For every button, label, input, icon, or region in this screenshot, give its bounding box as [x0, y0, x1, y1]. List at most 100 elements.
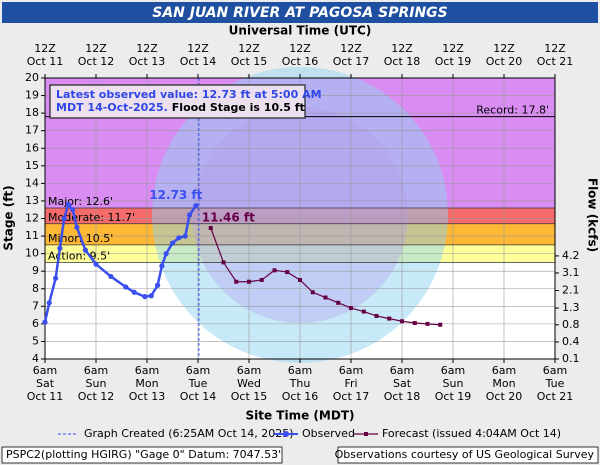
x2-tick-label: 12Z: [136, 42, 158, 55]
x-tick-label: 6am: [339, 364, 363, 377]
x2-tick-label: Oct 14: [180, 55, 217, 68]
x2-tick-label: 12Z: [442, 42, 464, 55]
y-tick-label: 5: [32, 334, 39, 347]
x2-tick-label: Oct 15: [231, 55, 268, 68]
observed-point: [53, 275, 59, 281]
flood-label: Action: 9.5': [48, 249, 110, 262]
observed-point: [108, 273, 114, 280]
info-box: [49, 84, 306, 119]
x-tick-label: 6am: [492, 364, 516, 377]
x2-tick-label: 12Z: [340, 42, 362, 55]
observed-point: [46, 300, 52, 306]
y2-tick-label: 0.4: [562, 335, 580, 348]
x-tick-label: Oct 19: [435, 390, 472, 403]
x-tick-label: Oct 13: [129, 390, 166, 403]
value-label: 11.46 ft: [202, 210, 255, 224]
observed-point: [155, 282, 161, 288]
y-tick-label: 15: [25, 159, 39, 172]
legend-label: Observed: [302, 427, 355, 440]
x2-tick-label: Oct 17: [333, 55, 370, 68]
forecast-point: [349, 306, 353, 311]
forecast-point: [310, 290, 315, 295]
forecast-point: [285, 270, 290, 275]
x-tick-label: 6am: [33, 364, 57, 377]
forecast-point: [438, 322, 443, 327]
observed-point: [61, 215, 67, 222]
y-tick-label: 11: [25, 229, 39, 242]
observed-point: [163, 251, 169, 257]
info-text: Latest observed value: 12.73 ft at 5:00 …: [56, 88, 322, 101]
x-tick-label: 6am: [543, 364, 567, 377]
x2-tick-label: 12Z: [544, 42, 566, 55]
forecast-point: [259, 277, 264, 282]
observed-point: [123, 284, 129, 290]
x2-tick-label: Oct 18: [384, 55, 421, 68]
flood-label: Moderate: 11.7': [48, 211, 135, 224]
y-tick-label: 19: [25, 89, 39, 102]
forecast-point: [374, 313, 379, 318]
x2-tick-label: Oct 11: [27, 55, 64, 68]
y-tick-label: 16: [25, 141, 39, 154]
observed-point: [142, 294, 148, 300]
x2-axis-label: Universal Time (UTC): [229, 24, 372, 38]
forecast-point: [387, 316, 392, 321]
x-axis-label: Site Time (MDT): [246, 409, 355, 423]
x-tick-label: 6am: [237, 364, 261, 377]
y-tick-label: 6: [32, 317, 39, 330]
y2-tick-label: 4.2: [562, 249, 580, 262]
flood-label: Major: 12.6': [48, 195, 113, 208]
x2-tick-label: 12Z: [34, 42, 56, 55]
observed-point: [93, 261, 99, 267]
x-tick-label: 6am: [441, 364, 465, 377]
forecast-point: [234, 279, 239, 284]
observed-point: [182, 233, 188, 239]
x-tick-label: Oct 21: [537, 390, 574, 403]
x-tick-label: 6am: [288, 364, 312, 377]
forecast-point: [298, 277, 302, 282]
x-tick-label: Oct 12: [78, 390, 115, 403]
observed-point: [131, 289, 137, 295]
forecast-point: [412, 320, 417, 325]
forecast-point: [272, 268, 277, 273]
x2-tick-label: 12Z: [493, 42, 515, 55]
forecast-point: [221, 260, 226, 265]
x-tick-label: Sat: [393, 377, 412, 390]
y-tick-label: 13: [25, 194, 39, 207]
x-tick-label: Oct 11: [27, 390, 64, 403]
x-tick-label: Sun: [86, 377, 107, 390]
observed-point: [42, 319, 48, 325]
info-text: Flood Stage is 10.5 ft: [172, 101, 305, 114]
x2-tick-label: Oct 19: [435, 55, 472, 68]
x-tick-label: Thu: [289, 377, 311, 390]
x-tick-label: Fri: [344, 377, 357, 390]
observed-point: [148, 293, 154, 299]
observed-point: [176, 235, 182, 241]
footer-box: [337, 446, 599, 464]
forecast-point: [247, 279, 251, 284]
observed-point: [193, 203, 199, 209]
y-tick-label: 8: [32, 282, 39, 295]
observed-point: [70, 207, 76, 213]
x2-tick-label: Oct 13: [129, 55, 166, 68]
observed-point: [159, 263, 165, 269]
x-tick-label: Sat: [36, 377, 55, 390]
y2-tick-label: 2.1: [562, 284, 580, 297]
y2-tick-label: 3.1: [562, 266, 580, 279]
forecast-point: [425, 321, 430, 326]
legend-swatch: [283, 431, 289, 437]
y-tick-label: 12: [25, 212, 39, 225]
y-tick-label: 17: [25, 124, 39, 137]
forecast-point: [323, 295, 328, 300]
info-text: MDT 14-Oct-2025. Flood Stage is 10.5 ft: [56, 101, 305, 114]
x-tick-label: Oct 17: [333, 390, 370, 403]
legend-swatch: [364, 432, 368, 436]
y-tick-label: 9: [32, 264, 39, 277]
legend-label: Forecast (issued 4:04AM Oct 14): [382, 427, 561, 440]
y-axis-label: Stage (ft): [2, 185, 16, 250]
x2-tick-label: 12Z: [85, 42, 107, 55]
x-tick-label: Tue: [188, 377, 208, 390]
y2-tick-label: 0.1: [562, 352, 580, 365]
observed-point: [65, 201, 71, 208]
record-label: Record: 17.8': [476, 104, 549, 117]
